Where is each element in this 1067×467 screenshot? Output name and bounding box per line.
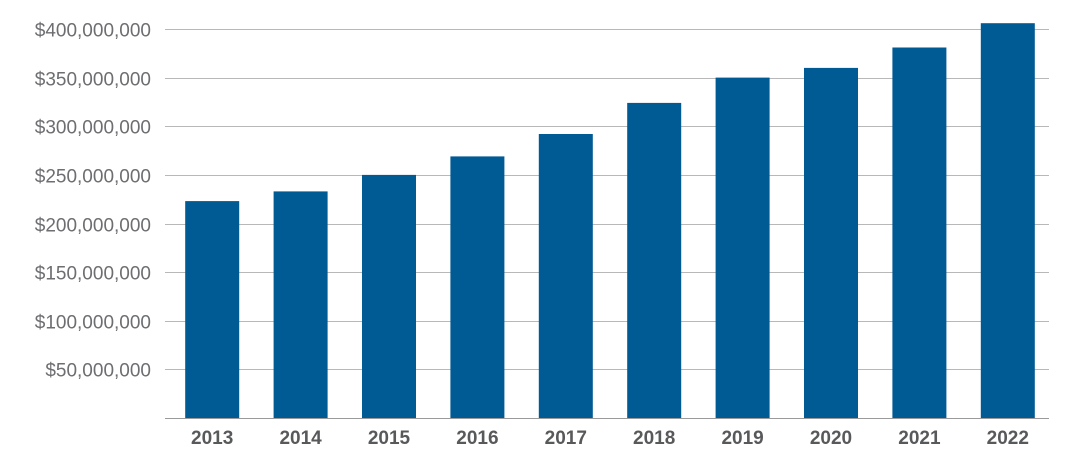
bar-2015 [362,174,416,418]
bar-2016 [450,156,505,418]
y-tick-label: $250,000,000 [35,167,151,188]
y-tick-label: $200,000,000 [35,216,151,237]
y-tick-label: $150,000,000 [35,264,151,285]
y-tick-label: $50,000,000 [45,361,151,382]
bar-2021 [892,47,947,418]
x-tick-label: 2022 [987,428,1029,449]
bar-2014 [273,191,328,418]
x-tick-label: 2021 [898,428,941,449]
x-tick-label: 2013 [191,428,233,449]
x-tick-label: 2020 [810,428,852,449]
y-axis-tick-labels: $50,000,000 $100,000,000 $150,000,000 $200,… [35,21,151,382]
x-axis-tick-labels: 2013 2014 2015 2016 2017 2018 2019 2020 2021 2022 [191,428,1029,449]
bar-2022 [980,23,1035,418]
x-tick-label: 2014 [279,428,322,449]
y-tick-label: $400,000,000 [35,21,151,42]
bars [185,23,1035,419]
bar-2018 [627,102,682,419]
y-tick-label: $350,000,000 [35,70,151,91]
bar-2017 [538,134,593,418]
x-tick-label: 2018 [633,428,675,449]
y-tick-label: $300,000,000 [35,118,151,139]
x-tick-label: 2019 [721,428,763,449]
x-tick-label: 2016 [456,428,498,449]
y-tick-label: $100,000,000 [35,313,151,334]
bar-2020 [804,67,858,419]
bar-2013 [185,201,240,418]
bar-2019 [715,77,770,418]
x-tick-label: 2017 [545,428,587,449]
x-tick-label: 2015 [368,428,411,449]
